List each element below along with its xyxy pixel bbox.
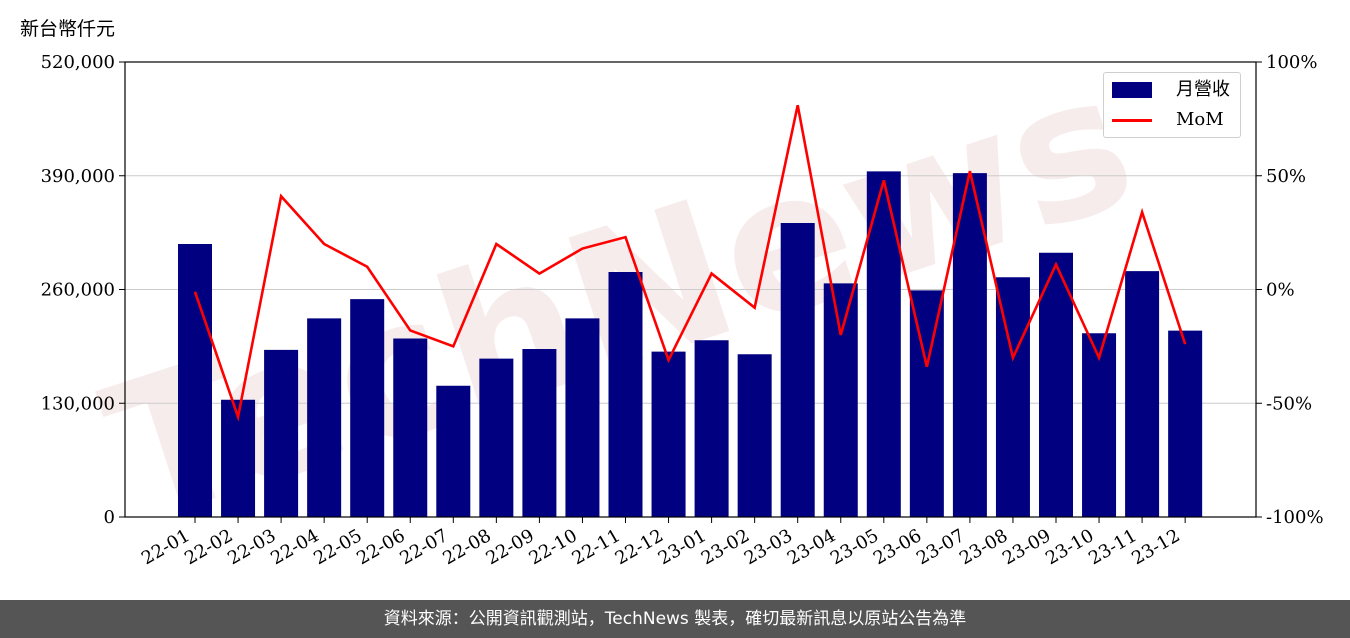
x-tick-label: 23-05	[827, 525, 882, 569]
x-tick-label: 23-10	[1042, 525, 1097, 569]
x-tick-label: 23-07	[913, 525, 968, 569]
y-right-tick-label: -50%	[1266, 393, 1312, 414]
revenue-bar	[307, 318, 342, 517]
revenue-bar	[350, 299, 385, 517]
x-tick-label: 22-09	[482, 525, 537, 569]
x-tick-label: 22-05	[310, 525, 365, 569]
mom-line	[193, 104, 1187, 422]
x-tick-label: 23-01	[655, 525, 710, 569]
x-tick-label: 22-11	[569, 525, 624, 569]
legend-swatch-revenue	[1112, 82, 1152, 98]
legend-label-revenue: 月營收	[1176, 79, 1230, 100]
x-tick-label: 23-06	[870, 525, 925, 569]
x-tick-label: 22-08	[439, 525, 494, 569]
y-left-tick-label: 520,000	[41, 52, 115, 73]
revenue-bar	[1168, 330, 1203, 517]
x-tick-label: 23-04	[784, 525, 839, 569]
revenue-bar	[393, 338, 428, 517]
revenue-bar	[608, 272, 643, 517]
revenue-bar	[909, 290, 944, 517]
y-left-tick-label: 390,000	[41, 166, 115, 187]
x-tick-label: 23-11	[1085, 525, 1140, 569]
revenue-bar	[823, 283, 858, 517]
x-axis: 22-0122-0222-0322-0422-0522-0622-0722-08…	[138, 517, 1186, 569]
y-right-tick-label: 0%	[1266, 280, 1295, 301]
revenue-bar	[1125, 271, 1160, 517]
x-tick-label: 23-08	[956, 525, 1011, 569]
x-tick-label: 23-09	[999, 525, 1054, 569]
y-left-tick-label: 130,000	[41, 393, 115, 414]
legend: 月營收 MoM	[1103, 72, 1241, 138]
legend-item-mom: MoM	[1112, 108, 1224, 132]
y-right-tick-label: 50%	[1266, 166, 1306, 187]
revenue-bar	[1039, 252, 1073, 517]
revenue-bar	[436, 385, 471, 517]
revenue-bar	[264, 349, 299, 517]
mom-line-series	[193, 104, 1187, 422]
revenue-bar	[565, 318, 600, 517]
x-tick-label: 22-10	[526, 525, 581, 569]
source-footer: 資料來源：公開資訊觀測站，TechNews 製表，確切最新訊息以原站公告為準	[0, 600, 1350, 638]
x-tick-label: 22-12	[612, 525, 667, 569]
legend-item-revenue: 月營收	[1112, 78, 1230, 102]
revenue-bar	[694, 340, 729, 517]
revenue-bar	[651, 351, 686, 517]
x-tick-label: 23-02	[698, 525, 753, 569]
legend-swatch-mom	[1112, 118, 1152, 122]
left-y-axis: 0 130,000 260,000 390,000 520,000	[41, 52, 125, 528]
x-tick-label: 23-03	[741, 525, 796, 569]
x-tick-label: 22-06	[353, 525, 408, 569]
revenue-bar	[737, 354, 772, 517]
revenue-bar	[178, 244, 212, 517]
y-left-tick-label: 260,000	[41, 280, 115, 301]
revenue-bar	[995, 277, 1030, 517]
revenue-bar	[952, 173, 987, 517]
y-axis-unit-label: 新台幣仟元	[20, 18, 116, 40]
x-tick-label: 23-12	[1128, 525, 1183, 569]
revenue-bar	[780, 223, 815, 517]
revenue-bar	[522, 349, 557, 517]
x-tick-label: 22-04	[267, 525, 322, 569]
revenue-bar	[479, 358, 514, 517]
revenue-bar	[1082, 333, 1117, 517]
legend-label-mom: MoM	[1176, 109, 1224, 130]
y-right-tick-label: 100%	[1266, 52, 1317, 73]
x-tick-label: 22-07	[396, 525, 451, 569]
y-right-tick-label: -100%	[1266, 507, 1324, 528]
right-y-axis: -100% -50% 0% 50% 100%	[1256, 52, 1324, 528]
y-left-tick-label: 0	[104, 507, 115, 528]
bar-series	[178, 171, 1203, 517]
